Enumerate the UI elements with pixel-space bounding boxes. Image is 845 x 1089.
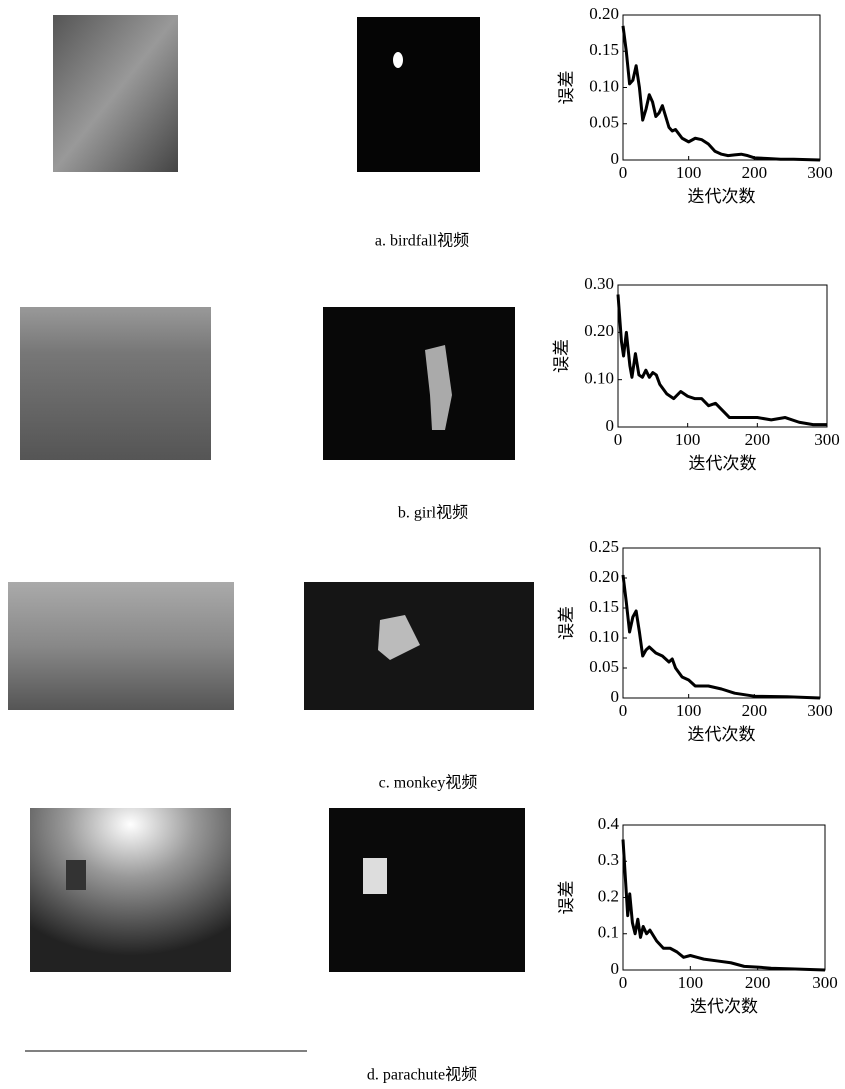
saliency-girl <box>323 307 515 460</box>
caption: d. parachute视频 <box>367 1066 477 1084</box>
plot-frame <box>623 825 825 970</box>
y-tick-label: 0.20 <box>584 321 614 340</box>
data-line <box>623 26 820 160</box>
x-tick-label: 100 <box>676 163 702 182</box>
x-tick-label: 300 <box>807 163 833 182</box>
photo-object <box>66 860 86 890</box>
plot-frame <box>623 15 820 160</box>
y-axis-label: 误差 <box>557 881 576 915</box>
caption: a. birdfall视频 <box>375 232 469 250</box>
x-axis-label: 迭代次数 <box>688 725 756 744</box>
caption: b. girl视频 <box>398 504 468 522</box>
y-tick-label: 0.10 <box>589 627 619 646</box>
caption: c. monkey视频 <box>379 774 478 792</box>
data-line <box>623 840 825 971</box>
y-tick-label: 0.20 <box>589 567 619 586</box>
x-tick-label: 300 <box>814 430 840 449</box>
y-tick-label: 0.1 <box>598 923 619 942</box>
y-axis-label: 误差 <box>557 606 576 640</box>
x-axis-label: 迭代次数 <box>688 187 756 206</box>
y-tick-label: 0.4 <box>598 814 620 833</box>
plot-frame <box>618 285 827 427</box>
y-axis-label: 误差 <box>557 71 576 105</box>
y-tick-label: 0.25 <box>589 537 619 556</box>
x-tick-label: 300 <box>812 973 838 992</box>
saliency-blob <box>363 858 387 894</box>
y-tick-label: 0.3 <box>598 850 619 869</box>
y-tick-label: 0 <box>611 959 620 978</box>
photo-monkey <box>8 582 234 710</box>
photo-parachute <box>30 808 231 972</box>
x-tick-label: 200 <box>745 973 771 992</box>
plot-frame <box>623 548 820 698</box>
y-axis-label: 误差 <box>552 339 571 373</box>
x-tick-label: 0 <box>619 973 628 992</box>
saliency-blob <box>393 52 403 68</box>
y-tick-label: 0.10 <box>589 76 619 95</box>
photo-girl <box>20 307 211 460</box>
data-line <box>618 294 827 424</box>
saliency-monkey <box>304 582 534 710</box>
photo-birdfall <box>53 15 178 172</box>
x-tick-label: 0 <box>619 163 628 182</box>
x-axis-label: 迭代次数 <box>689 454 757 473</box>
saliency-birdfall <box>357 17 480 172</box>
y-tick-label: 0.05 <box>589 657 619 676</box>
y-tick-label: 0.2 <box>598 886 619 905</box>
saliency-parachute <box>329 808 525 972</box>
x-tick-label: 0 <box>619 701 628 720</box>
y-tick-label: 0.10 <box>584 369 614 388</box>
y-tick-label: 0 <box>611 149 620 168</box>
x-tick-label: 200 <box>742 163 768 182</box>
y-tick-label: 0.15 <box>589 40 619 59</box>
x-tick-label: 100 <box>678 973 704 992</box>
x-tick-label: 100 <box>675 430 701 449</box>
photos <box>8 15 534 1051</box>
figure: a. birdfall视频 b. girl视频 c. monkey视频 d. p… <box>0 0 845 1089</box>
y-tick-label: 0 <box>611 687 620 706</box>
y-tick-label: 0.30 <box>584 274 614 293</box>
y-tick-label: 0.20 <box>589 4 619 23</box>
y-tick-label: 0.05 <box>589 113 619 132</box>
x-tick-label: 300 <box>807 701 833 720</box>
x-axis-label: 迭代次数 <box>690 997 758 1016</box>
x-tick-label: 0 <box>614 430 623 449</box>
data-line <box>623 575 820 698</box>
x-tick-label: 200 <box>745 430 771 449</box>
y-tick-label: 0.15 <box>589 597 619 616</box>
y-tick-label: 0 <box>606 416 615 435</box>
x-tick-label: 200 <box>742 701 768 720</box>
x-tick-label: 100 <box>676 701 702 720</box>
